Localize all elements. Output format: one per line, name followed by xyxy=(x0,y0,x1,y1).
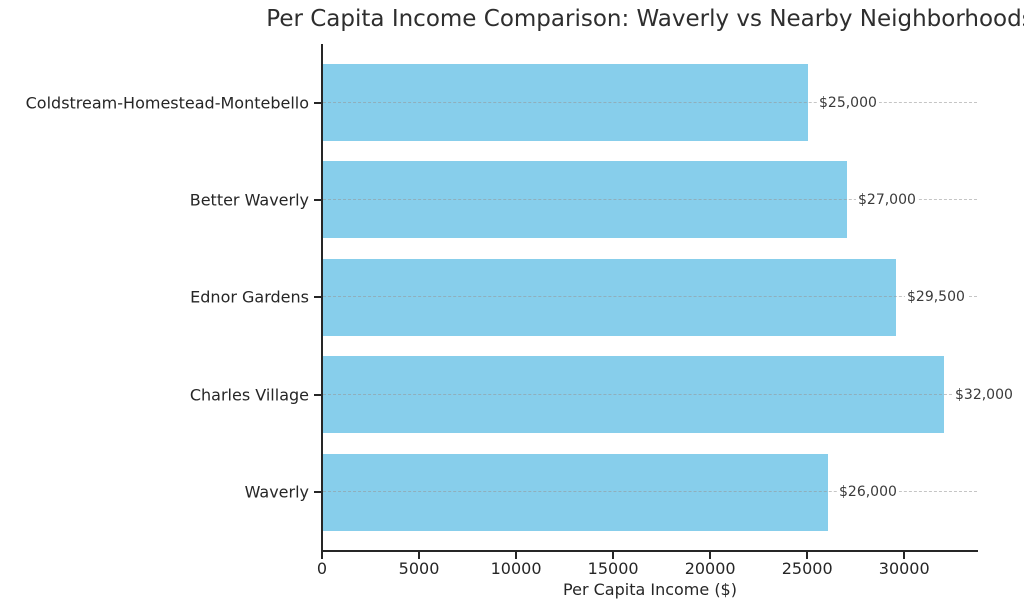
y-axis-tick xyxy=(314,491,321,494)
bar-value-label: $25,000 xyxy=(817,94,879,111)
x-tick-label: 25000 xyxy=(781,559,833,578)
x-axis-spine xyxy=(321,550,978,552)
category-label: Waverly xyxy=(244,482,309,502)
y-axis-tick xyxy=(314,101,321,104)
gridline xyxy=(323,101,977,103)
bar xyxy=(323,64,808,141)
y-axis-tick xyxy=(314,296,321,299)
bar-value-label: $26,000 xyxy=(837,484,899,501)
x-axis-tick xyxy=(515,552,518,559)
y-axis-tick xyxy=(314,393,321,396)
category-label: Ednor Gardens xyxy=(190,287,309,307)
x-tick-label: 5000 xyxy=(398,559,440,578)
x-tick-label: 10000 xyxy=(490,559,542,578)
x-axis-tick xyxy=(709,552,712,559)
x-axis-tick xyxy=(418,552,421,559)
bar-value-label: $27,000 xyxy=(856,191,918,208)
chart-title: Per Capita Income Comparison: Waverly vs… xyxy=(266,6,1024,32)
gridline xyxy=(323,296,977,298)
x-axis-tick xyxy=(903,552,906,559)
x-axis-tick xyxy=(321,552,323,559)
y-axis-spine xyxy=(321,44,323,552)
category-label: Coldstream-Homestead-Montebello xyxy=(25,93,309,112)
gridline xyxy=(323,491,977,493)
y-axis-tick xyxy=(314,198,321,201)
x-axis-tick xyxy=(806,552,809,559)
x-axis-tick xyxy=(612,552,615,559)
bar xyxy=(323,454,828,531)
category-label: Better Waverly xyxy=(189,190,309,210)
x-tick-label: 0 xyxy=(316,559,328,578)
x-tick-label: 15000 xyxy=(587,559,639,578)
gridline xyxy=(323,198,977,200)
category-label: Charles Village xyxy=(189,385,309,405)
bar-value-label: $32,000 xyxy=(953,386,1015,403)
gridline xyxy=(323,393,977,395)
x-axis-label: Per Capita Income ($) xyxy=(563,580,737,599)
x-tick-label: 20000 xyxy=(684,559,736,578)
bar xyxy=(323,259,896,336)
bar-value-label: $29,500 xyxy=(905,289,967,306)
x-tick-label: 30000 xyxy=(878,559,930,578)
